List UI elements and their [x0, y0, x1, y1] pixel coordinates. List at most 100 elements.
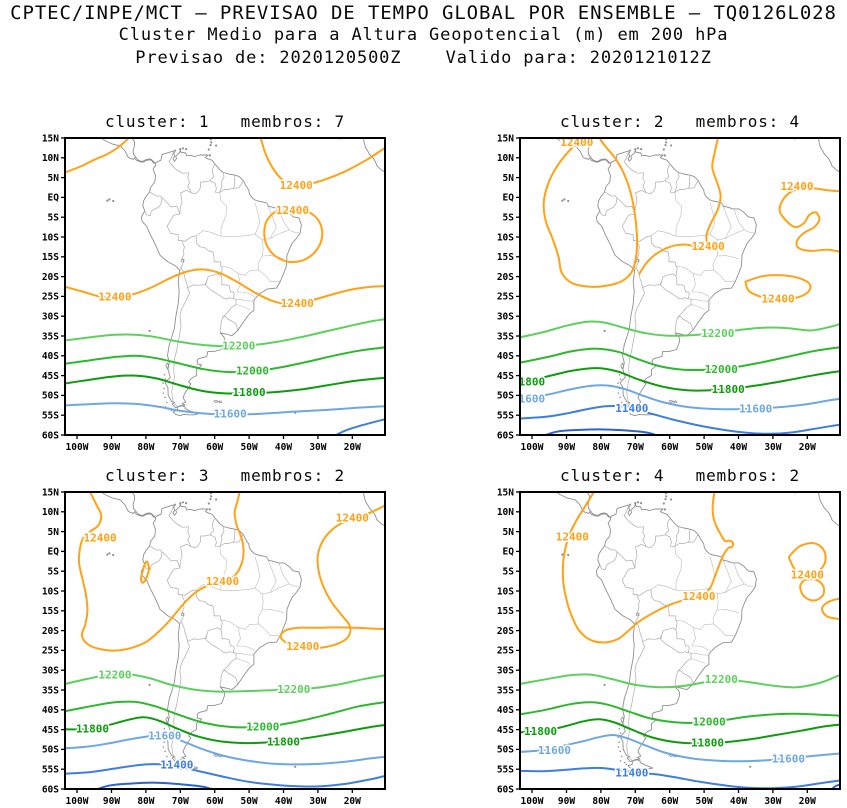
x-axis-label: 40W — [275, 442, 292, 453]
x-axis-label: 20W — [344, 796, 361, 807]
contour-12000 — [65, 700, 385, 729]
contour-12400 — [65, 268, 385, 306]
y-axis-label: 10N — [497, 153, 514, 164]
x-axis-label: 100W — [521, 796, 544, 807]
contour-label-12400: 12400 — [206, 575, 239, 588]
x-axis-label: 100W — [66, 796, 89, 807]
y-axis-label: 5S — [503, 567, 515, 578]
x-axis-label: 70W — [172, 796, 189, 807]
y-axis-label: 10S — [42, 232, 59, 243]
contour-12200 — [520, 673, 840, 689]
panel-title: cluster: 2 membros: 4 — [560, 112, 800, 131]
contour-label-11400: 11400 — [615, 402, 648, 415]
x-axis-label: 70W — [627, 796, 644, 807]
y-axis-label: EQ — [48, 547, 60, 558]
y-axis-label: 45S — [497, 725, 514, 736]
y-axis-label: 25S — [497, 646, 514, 657]
panel-cluster-3: cluster: 3 membros: 2 15N 10N 5N EQ 5S 10S 15S 2… — [42, 466, 386, 807]
contour-label-12400: 12400 — [84, 531, 117, 544]
contour-12400 — [799, 578, 826, 602]
x-axis-label: 40W — [730, 442, 747, 453]
x-axis-label: 40W — [275, 796, 292, 807]
y-axis-label: 55S — [42, 765, 59, 776]
y-axis-label: 45S — [42, 725, 59, 736]
contour-11400 — [520, 766, 840, 789]
y-axis-label: 5N — [503, 173, 515, 184]
contour-12400 — [140, 560, 150, 584]
contour-12400 — [821, 597, 840, 621]
map-area: 12400 12400 12400 12400 12200 12200 12000 11800… — [65, 492, 385, 789]
y-axis-label: 20S — [497, 272, 514, 283]
contour-label-11400: 11400 — [615, 766, 648, 779]
contour-11600 — [520, 384, 840, 411]
y-axis-label: 15S — [42, 252, 59, 263]
x-axis-label: 60W — [661, 442, 678, 453]
y-axis-label: 35S — [497, 331, 514, 342]
contour-label-12000: 12000 — [705, 363, 738, 376]
y-axis-label: 35S — [42, 331, 59, 342]
x-axis-label: 60W — [661, 796, 678, 807]
contour-12200 — [520, 320, 840, 339]
y-axis-label: EQ — [503, 547, 515, 558]
contour-label-12400: 12400 — [560, 136, 593, 149]
y-axis-label: 55S — [42, 411, 59, 422]
contour-label-12000: 12000 — [246, 720, 279, 733]
x-axis-label: 50W — [696, 796, 713, 807]
contour-11400 — [520, 404, 840, 435]
contour-11200 — [830, 783, 840, 789]
y-axis-label: 60S — [42, 784, 59, 795]
panel-cluster-2: cluster: 2 membros: 4 15N 10N 5N EQ 5S 10S 15S 2… — [497, 112, 841, 453]
y-axis-label: 5S — [503, 213, 515, 224]
contour-12400 — [787, 542, 827, 576]
y-axis-label: 10N — [42, 153, 59, 164]
x-axis-label: 80W — [137, 796, 154, 807]
y-axis-label: 5N — [48, 173, 60, 184]
contour-12400 — [77, 492, 245, 652]
x-axis-label: 70W — [627, 442, 644, 453]
y-axis-label: 35S — [497, 685, 514, 696]
contour-label-11400: 11400 — [160, 759, 193, 772]
y-axis-label: 15N — [497, 133, 514, 144]
map-area: 12400 12400 12400 12400 12200 12000 11800 11800… — [512, 136, 840, 435]
contour-label-11800: 11800 — [512, 375, 545, 388]
contour-12400 — [778, 187, 840, 253]
contour-12400 — [279, 504, 385, 650]
y-axis-label: 40S — [42, 705, 59, 716]
contour-11600 — [65, 402, 385, 416]
contour-label-12400: 12400 — [791, 568, 824, 581]
panel-title: cluster: 1 membros: 7 — [105, 112, 345, 131]
contour-11200 — [94, 781, 215, 789]
y-axis-label: 5S — [48, 213, 60, 224]
forecast-validity-line: Previsao de: 2020120500Z Valido para: 20… — [135, 48, 712, 68]
contour-11600 — [65, 734, 385, 766]
contour-label-12200: 12200 — [701, 327, 734, 340]
contour-label-12200: 12200 — [98, 669, 131, 682]
y-axis-label: 50S — [497, 391, 514, 402]
contour-label-12200: 12200 — [705, 673, 738, 686]
panel-cluster-4: cluster: 4 membros: 2 15N 10N 5N EQ 5S 10S 15S 2… — [497, 466, 841, 807]
panel-cluster-1: cluster: 1 membros: 7 15N 10N 5N EQ 5S 10S 15S 2… — [42, 112, 386, 453]
contour-label-11600: 11600 — [214, 408, 247, 421]
contour-label-12400: 12400 — [692, 240, 725, 253]
contour-label-11600: 11600 — [538, 744, 571, 757]
map-area: 12400 12400 12400 12400 12200 12000 11800 11600 — [65, 138, 385, 435]
y-axis-label: 20S — [497, 626, 514, 637]
y-axis-label: 15N — [42, 133, 59, 144]
y-axis-label: 60S — [497, 784, 514, 795]
contour-label-12400: 12400 — [780, 180, 813, 193]
y-axis-label: 40S — [497, 351, 514, 362]
geography — [554, 138, 840, 417]
y-axis-label: 50S — [497, 745, 514, 756]
y-axis-label: 40S — [42, 351, 59, 362]
x-axis-label: 80W — [592, 796, 609, 807]
x-axis-label: 20W — [799, 796, 816, 807]
x-axis-label: 80W — [137, 442, 154, 453]
y-axis-label: 35S — [42, 685, 59, 696]
x-axis-label: 100W — [66, 442, 89, 453]
y-axis-label: 5N — [503, 527, 515, 538]
y-axis-label: 60S — [497, 430, 514, 441]
contour-12200 — [65, 318, 385, 348]
contour-11600 — [520, 734, 840, 763]
y-axis-label: 15S — [42, 606, 59, 617]
contour-12400 — [638, 138, 722, 275]
